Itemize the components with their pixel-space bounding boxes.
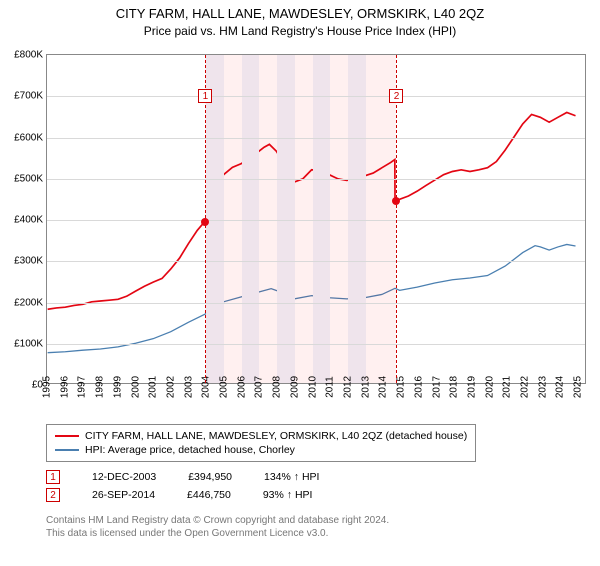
x-tick-label: 1998 bbox=[95, 376, 106, 398]
x-tick-label: 2005 bbox=[219, 376, 230, 398]
x-tick-label: 2007 bbox=[254, 376, 265, 398]
y-tick-label: £600K bbox=[14, 132, 43, 143]
chart-title: CITY FARM, HALL LANE, MAWDESLEY, ORMSKIR… bbox=[0, 6, 600, 21]
y-tick-label: £300K bbox=[14, 256, 43, 267]
x-tick-label: 2011 bbox=[325, 376, 336, 398]
footer-line-2: This data is licensed under the Open Gov… bbox=[46, 527, 389, 540]
annotation-delta: 134% ↑ HPI bbox=[264, 471, 319, 483]
x-tick-label: 1996 bbox=[59, 376, 70, 398]
legend-item: CITY FARM, HALL LANE, MAWDESLEY, ORMSKIR… bbox=[55, 429, 467, 443]
x-tick-label: 1997 bbox=[77, 376, 88, 398]
sale-marker-dot bbox=[392, 197, 400, 205]
y-tick-label: £100K bbox=[14, 338, 43, 349]
legend-swatch bbox=[55, 449, 79, 451]
x-tick-label: 1999 bbox=[112, 376, 123, 398]
plot-area: £0£100K£200K£300K£400K£500K£600K£700K£80… bbox=[46, 54, 586, 384]
gridline bbox=[47, 261, 585, 262]
footer-line-1: Contains HM Land Registry data © Crown c… bbox=[46, 514, 389, 527]
x-tick-label: 2014 bbox=[378, 376, 389, 398]
gridline bbox=[47, 138, 585, 139]
legend-label: CITY FARM, HALL LANE, MAWDESLEY, ORMSKIR… bbox=[85, 430, 467, 442]
x-tick-label: 2020 bbox=[484, 376, 495, 398]
x-tick-label: 2022 bbox=[520, 376, 531, 398]
sale-annotations: 1 12-DEC-2003 £394,950 134% ↑ HPI 2 26-SEP-20… bbox=[46, 468, 319, 504]
annotation-marker: 1 bbox=[46, 470, 60, 484]
footer-attribution: Contains HM Land Registry data © Crown c… bbox=[46, 514, 389, 540]
y-tick-label: £200K bbox=[14, 297, 43, 308]
x-tick-label: 2010 bbox=[307, 376, 318, 398]
sale-marker-line bbox=[396, 55, 397, 383]
x-tick-label: 2019 bbox=[466, 376, 477, 398]
sale-marker-dot bbox=[201, 218, 209, 226]
x-tick-label: 2017 bbox=[431, 376, 442, 398]
x-tick-label: 2021 bbox=[502, 376, 513, 398]
x-tick-label: 2009 bbox=[289, 376, 300, 398]
y-tick-label: £400K bbox=[14, 215, 43, 226]
x-tick-label: 1995 bbox=[42, 376, 53, 398]
y-tick-label: £500K bbox=[14, 173, 43, 184]
annotation-marker: 2 bbox=[46, 488, 60, 502]
plot-band bbox=[205, 55, 396, 383]
chart-container: CITY FARM, HALL LANE, MAWDESLEY, ORMSKIR… bbox=[0, 6, 600, 38]
x-tick-label: 2016 bbox=[413, 376, 424, 398]
annotation-row: 1 12-DEC-2003 £394,950 134% ↑ HPI bbox=[46, 468, 319, 486]
x-tick-label: 2001 bbox=[148, 376, 159, 398]
x-tick-label: 2006 bbox=[236, 376, 247, 398]
legend-swatch bbox=[55, 435, 79, 437]
gridline bbox=[47, 96, 585, 97]
x-tick-label: 2012 bbox=[342, 376, 353, 398]
x-tick-label: 2000 bbox=[130, 376, 141, 398]
x-tick-label: 2002 bbox=[165, 376, 176, 398]
y-tick-label: £800K bbox=[14, 50, 43, 61]
gridline bbox=[47, 179, 585, 180]
x-tick-label: 2013 bbox=[360, 376, 371, 398]
annotation-price: £394,950 bbox=[188, 471, 232, 483]
gridline bbox=[47, 303, 585, 304]
chart-subtitle: Price paid vs. HM Land Registry's House … bbox=[0, 24, 600, 38]
annotation-row: 2 26-SEP-2014 £446,750 93% ↑ HPI bbox=[46, 486, 319, 504]
x-tick-label: 2023 bbox=[537, 376, 548, 398]
sale-marker-label: 1 bbox=[198, 89, 212, 103]
y-tick-label: £700K bbox=[14, 91, 43, 102]
gridline bbox=[47, 344, 585, 345]
legend: CITY FARM, HALL LANE, MAWDESLEY, ORMSKIR… bbox=[46, 424, 476, 462]
x-tick-label: 2018 bbox=[449, 376, 460, 398]
annotation-price: £446,750 bbox=[187, 489, 231, 501]
x-tick-label: 2025 bbox=[573, 376, 584, 398]
x-tick-label: 2024 bbox=[555, 376, 566, 398]
x-tick-label: 2003 bbox=[183, 376, 194, 398]
legend-item: HPI: Average price, detached house, Chor… bbox=[55, 443, 467, 457]
gridline bbox=[47, 220, 585, 221]
annotation-delta: 93% ↑ HPI bbox=[263, 489, 313, 501]
legend-label: HPI: Average price, detached house, Chor… bbox=[85, 444, 295, 456]
x-tick-label: 2008 bbox=[272, 376, 283, 398]
annotation-date: 26-SEP-2014 bbox=[92, 489, 155, 501]
sale-marker-label: 2 bbox=[389, 89, 403, 103]
annotation-date: 12-DEC-2003 bbox=[92, 471, 156, 483]
